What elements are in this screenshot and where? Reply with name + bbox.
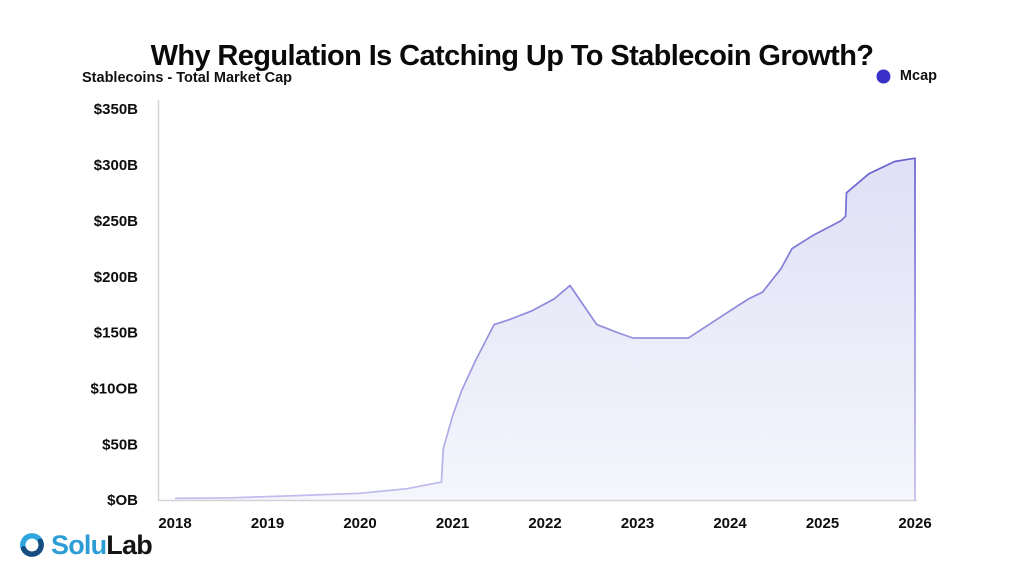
x-tick-label: 2025 — [806, 515, 839, 532]
solulab-logo-icon — [20, 533, 44, 557]
x-tick-label: 2021 — [436, 515, 469, 532]
area-line — [174, 157, 916, 500]
x-tick-label: 2026 — [898, 515, 931, 532]
legend-mcap-label: Mcap — [899, 68, 937, 84]
logo-text-lab: Lab — [106, 530, 152, 560]
y-tick-label: $10OB — [90, 381, 138, 398]
solulab-logo: SoluLab — [18, 529, 153, 561]
logo-text-solu: Solu — [51, 530, 107, 560]
area-fill — [175, 158, 915, 500]
y-tick-label: $OB — [107, 492, 138, 509]
page-title: Why Regulation Is Catching Up To Stablec… — [150, 40, 874, 73]
chart-subtitle: Stablecoins - Total Market Cap — [82, 70, 293, 86]
x-tick-label: 2022 — [528, 515, 561, 532]
legend-mcap-dot-icon — [876, 69, 891, 83]
y-tick-label: $200B — [94, 269, 138, 286]
y-tick-label: $300B — [94, 157, 138, 174]
legend: Mcap — [876, 68, 937, 84]
y-tick-label: $250B — [94, 213, 138, 230]
x-tick-label: 2023 — [621, 515, 654, 532]
x-tick-label: 2020 — [343, 515, 376, 532]
y-tick-label: $350B — [94, 101, 138, 118]
y-tick-label: $50B — [102, 436, 138, 453]
x-tick-label: 2019 — [251, 515, 284, 532]
y-tick-label: $150B — [94, 325, 138, 342]
x-tick-label: 2024 — [713, 515, 747, 532]
x-tick-label: 2018 — [158, 515, 191, 532]
